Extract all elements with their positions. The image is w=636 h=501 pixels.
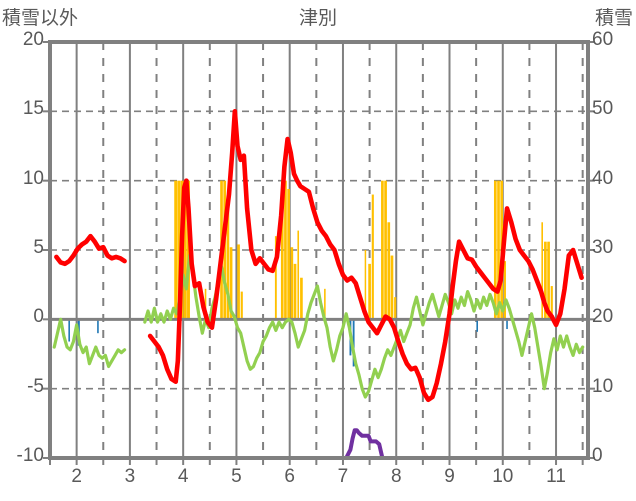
bar-orange	[226, 197, 230, 320]
y-tick-label-left: 20	[22, 29, 44, 50]
bar-orange	[240, 291, 243, 320]
line-red	[147, 109, 584, 403]
bar-orange	[183, 180, 187, 320]
x-tick-label: 2	[71, 466, 82, 487]
x-tick-label: 4	[177, 466, 189, 487]
y-tick-label-right: 0	[592, 445, 603, 466]
bar-orange	[297, 230, 300, 320]
bar-orange	[547, 241, 550, 320]
bar-orange	[394, 297, 397, 320]
x-tick-label: 8	[390, 466, 402, 487]
y-tick-label-right: 20	[592, 306, 614, 328]
y-tick-label-right: 30	[592, 237, 614, 258]
y-tick-label-left: 15	[22, 98, 44, 120]
bar-orange	[368, 263, 371, 320]
x-tick-label: 7	[337, 466, 349, 487]
bar-orange	[174, 180, 178, 320]
x-tick-label: 11	[546, 466, 566, 487]
y-tick-label-right: 50	[592, 98, 614, 120]
bar-orange	[493, 180, 497, 320]
bar-orange	[497, 180, 500, 320]
x-tick-label: 6	[284, 466, 295, 487]
line-red	[54, 233, 127, 267]
bar-orange	[290, 247, 294, 320]
bar-orange	[274, 236, 277, 320]
x-tick-label: 10	[492, 466, 514, 487]
y-tick-label-left: 10	[22, 167, 44, 189]
y-tick-label-right: 10	[592, 375, 614, 397]
left-axis-title: 積雪以外	[2, 8, 79, 29]
x-tick-label: 9	[444, 466, 455, 487]
bar-orange	[544, 241, 547, 320]
page-title: 津別	[298, 8, 337, 29]
y-tick-label-right: 40	[592, 167, 614, 189]
bar-orange	[187, 180, 190, 320]
y-tick-label-left: -10	[16, 445, 44, 466]
x-tick-label: 3	[124, 466, 136, 487]
y-tick-label-right: 60	[592, 29, 614, 50]
y-tick-label-left: 5	[33, 237, 44, 258]
bar-orange	[204, 288, 207, 320]
bar-orange	[324, 288, 326, 320]
bar-orange	[280, 180, 284, 320]
y-tick-label-left: -5	[27, 375, 44, 397]
right-axis-title: 積雪	[594, 8, 633, 29]
bar-blue	[352, 319, 355, 367]
bar-orange	[229, 247, 233, 320]
y-tick-label-left: 0	[33, 306, 44, 328]
bar-orange	[237, 244, 240, 320]
bar-blue	[476, 319, 479, 332]
bar-blue	[68, 319, 70, 342]
bar-orange	[223, 180, 227, 320]
bar-orange	[381, 180, 384, 320]
bar-orange	[550, 286, 553, 320]
bar-orange	[390, 255, 394, 320]
bar-orange	[503, 261, 506, 320]
line-green	[52, 317, 127, 369]
x-tick-label: 5	[231, 466, 242, 487]
line-purple	[50, 428, 588, 460]
bar-orange	[541, 222, 543, 320]
bar-orange	[387, 222, 391, 320]
bar-blue	[506, 319, 508, 330]
bar-orange	[177, 180, 181, 320]
bar-orange	[364, 250, 367, 320]
bar-blue	[97, 319, 99, 334]
bar-orange	[287, 188, 290, 320]
bar-orange	[384, 180, 387, 320]
bar-orange	[300, 277, 303, 320]
bar-orange	[284, 180, 287, 320]
bar-orange	[293, 263, 297, 320]
bar-orange	[371, 194, 374, 320]
